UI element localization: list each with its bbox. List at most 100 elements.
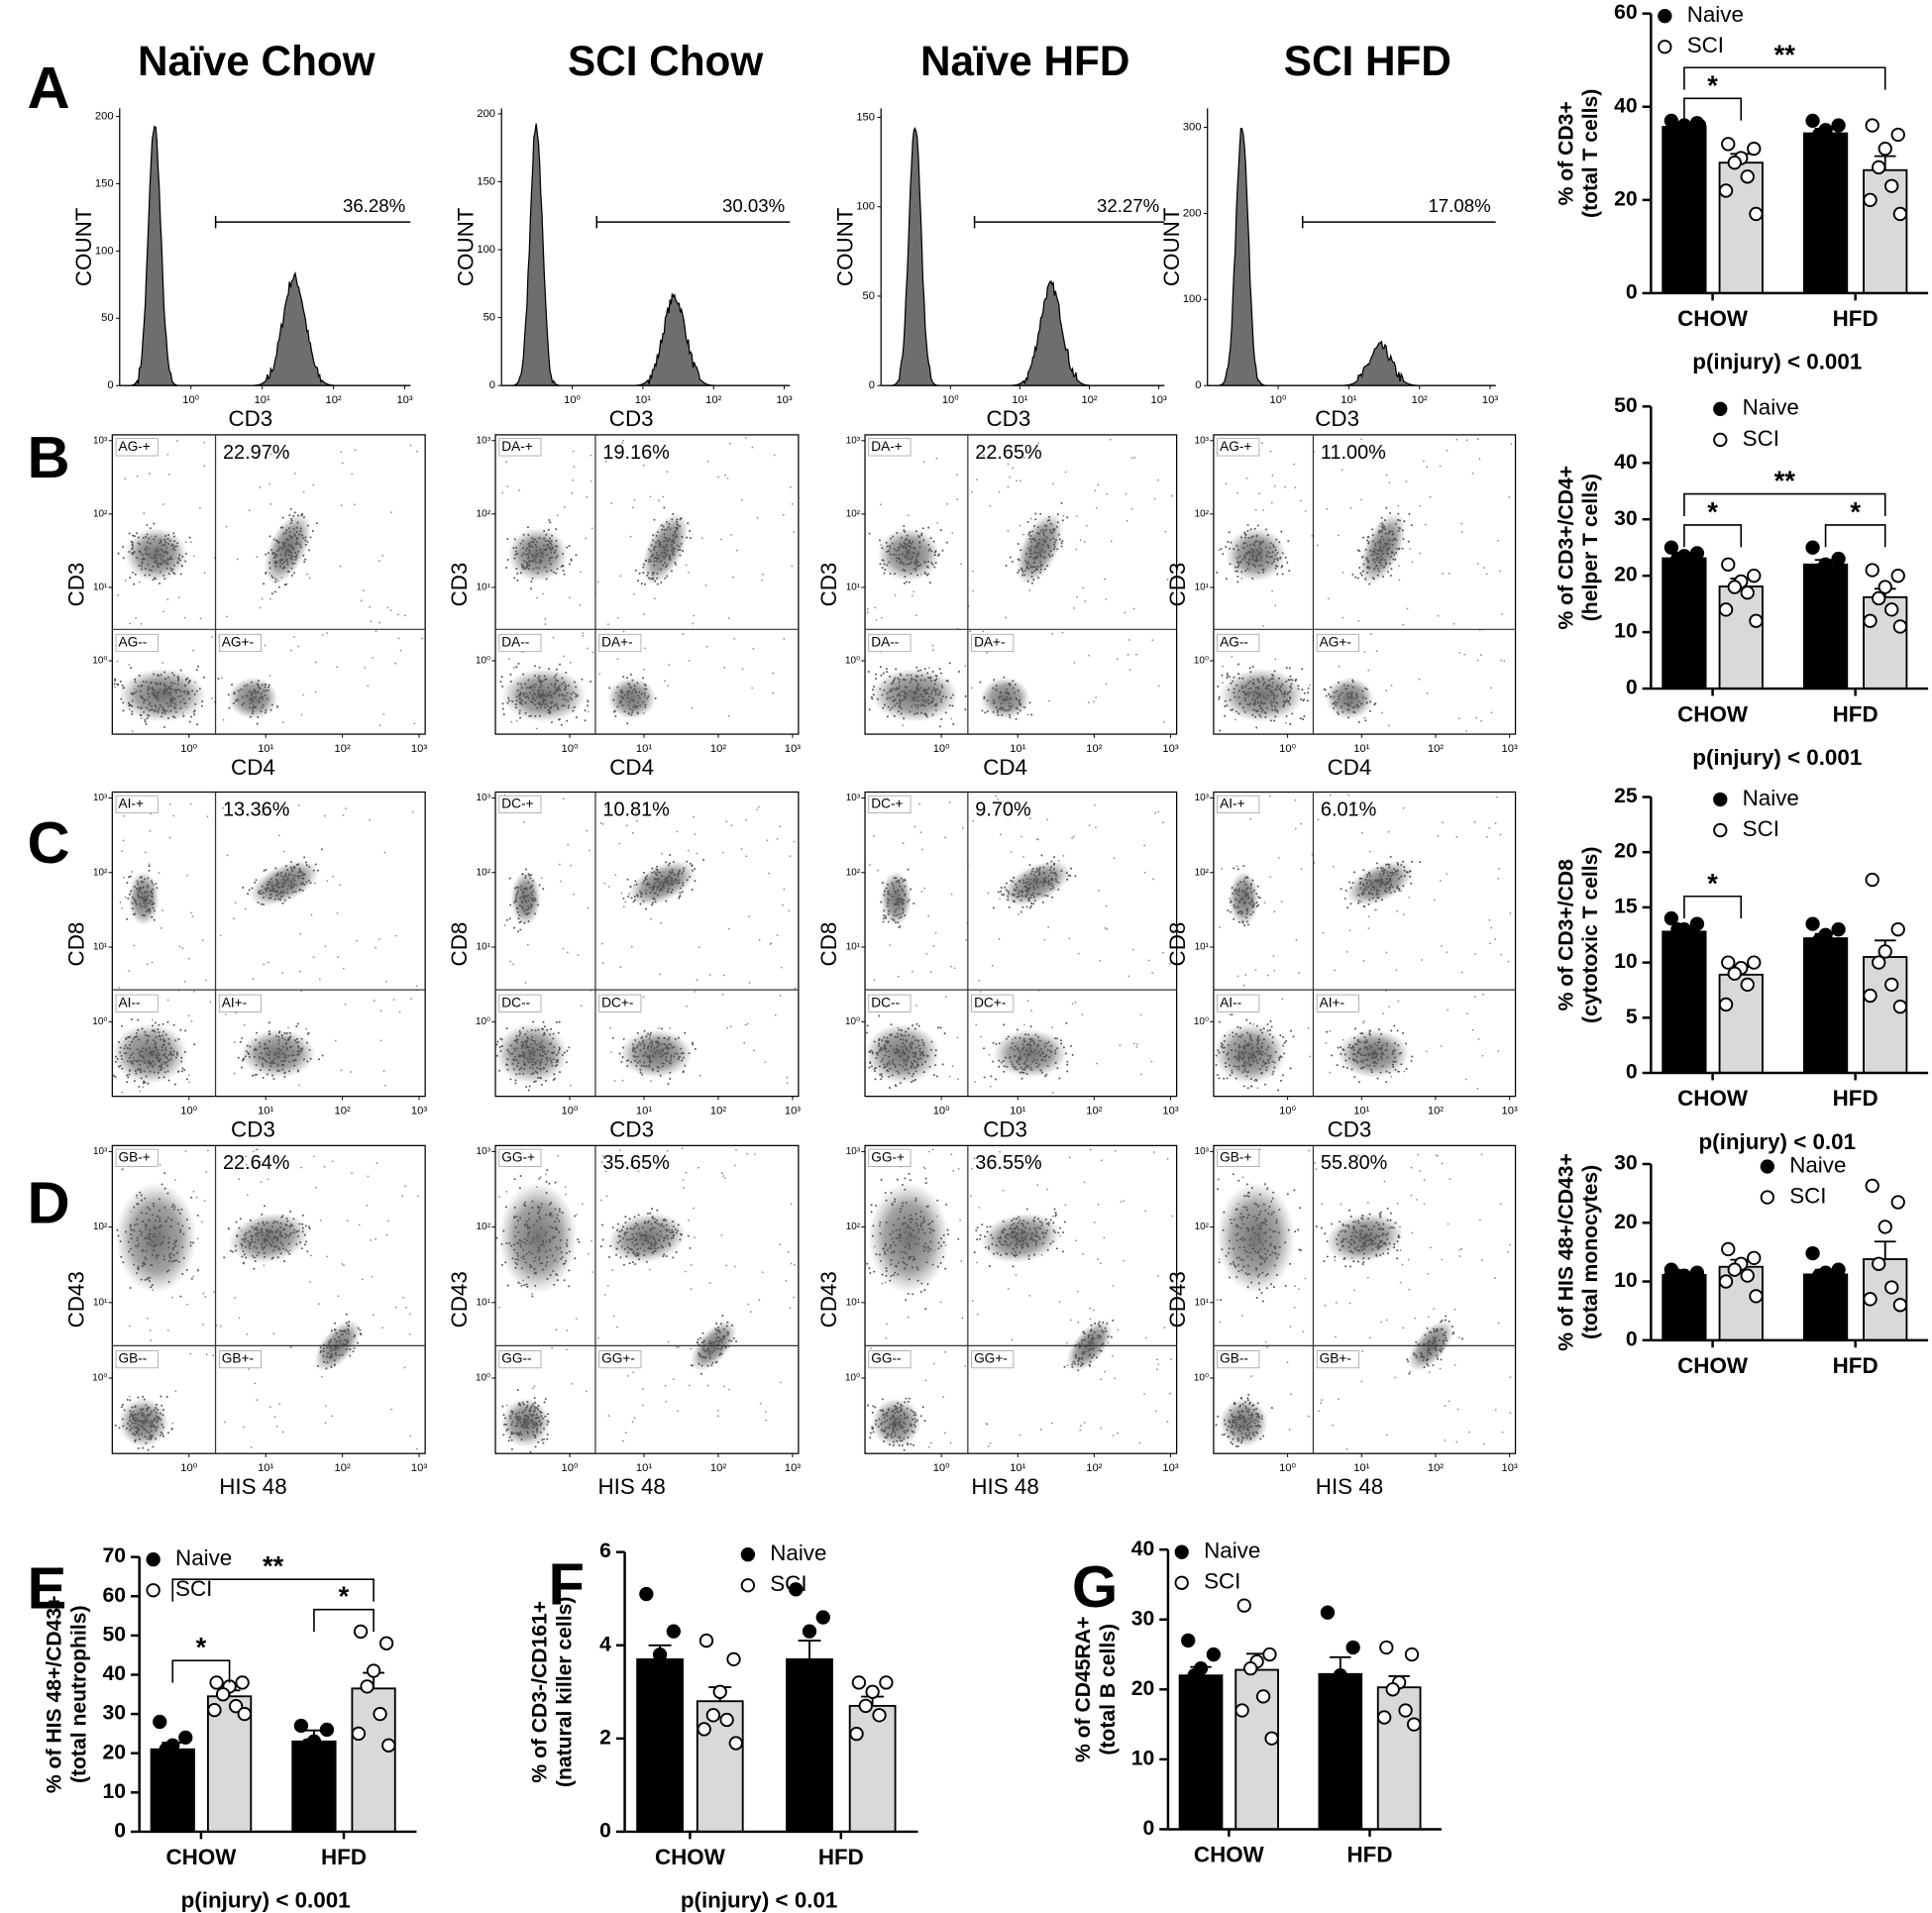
cell-dot	[668, 522, 671, 525]
cell-dot	[669, 528, 672, 531]
cell-dot	[1257, 572, 1260, 575]
cell-dot	[668, 664, 671, 666]
cell-dot	[911, 678, 913, 681]
cell-dot	[303, 560, 306, 563]
cell-dot	[552, 636, 555, 639]
cell-dot	[636, 682, 639, 685]
cell-dot	[281, 1045, 284, 1048]
cell-dot	[139, 1054, 142, 1057]
cell-dot	[283, 1053, 286, 1056]
cell-dot	[544, 1052, 547, 1055]
cell-dot	[648, 1054, 651, 1057]
cell-dot	[564, 689, 567, 691]
cell-dot	[752, 647, 755, 650]
cell-dot	[916, 555, 919, 558]
cell-dot	[530, 1043, 533, 1046]
cell-dot	[902, 678, 905, 681]
cell-dot	[169, 704, 172, 707]
cell-dot	[183, 980, 186, 983]
cell-dot	[297, 1041, 300, 1044]
cell-dot	[691, 888, 694, 891]
cell-dot	[660, 552, 663, 555]
cell-dot	[145, 898, 148, 901]
cell-dot	[1227, 689, 1230, 691]
cell-dot	[599, 821, 602, 824]
cell-dot	[152, 557, 155, 560]
cell-dot	[176, 679, 179, 682]
cell-dot	[630, 945, 633, 948]
cell-dot	[964, 665, 967, 668]
cell-dot	[1252, 708, 1255, 711]
histogram-shape	[881, 126, 1165, 386]
cell-dot	[620, 892, 623, 895]
cell-dot	[550, 539, 553, 542]
cell-dot	[308, 577, 311, 580]
cell-dot	[524, 888, 527, 891]
cell-dot	[905, 581, 908, 584]
cell-dot	[268, 1061, 270, 1064]
cell-dot	[159, 1034, 161, 1037]
cell-dot	[1325, 694, 1328, 697]
gate-percent: 13.36%	[223, 798, 289, 820]
cell-dot	[389, 609, 392, 611]
cell-dot	[303, 873, 306, 876]
cell-dot	[297, 877, 300, 880]
cell-dot	[521, 1043, 524, 1046]
cell-dot	[1276, 573, 1279, 576]
cell-dot	[1274, 546, 1277, 549]
cell-dot	[183, 1050, 186, 1053]
cell-dot	[179, 700, 182, 703]
cell-dot	[1362, 536, 1364, 539]
cell-dot	[1426, 466, 1429, 469]
cell-dot	[1235, 557, 1238, 560]
cell-dot	[293, 879, 296, 882]
cell-dot	[1036, 565, 1039, 568]
cell-dot	[193, 709, 196, 712]
y-tick-label: 10³	[93, 435, 108, 446]
cell-dot	[161, 711, 164, 714]
cell-dot	[538, 1045, 541, 1048]
cell-dot	[169, 556, 172, 559]
cell-dot	[1379, 561, 1382, 564]
cell-dot	[339, 884, 342, 887]
cell-dot	[1299, 717, 1302, 720]
quadrant-label-box	[115, 438, 159, 457]
cell-dot	[163, 538, 166, 541]
cell-dot	[275, 894, 278, 897]
cell-dot	[1233, 676, 1235, 679]
cell-dot	[908, 552, 911, 555]
cell-dot	[762, 574, 764, 576]
cell-dot	[733, 637, 736, 640]
cell-dot	[682, 869, 685, 872]
cell-dot	[897, 546, 900, 549]
cell-dot	[527, 697, 530, 700]
cell-dot	[273, 562, 276, 565]
cell-dot	[252, 978, 255, 981]
cell-dot	[279, 899, 282, 902]
cell-dot	[288, 530, 291, 533]
cell-dot	[306, 540, 309, 543]
cell-dot	[667, 883, 670, 886]
cell-dot	[1038, 868, 1041, 871]
cell-dot	[544, 547, 547, 550]
cell-dot	[558, 1047, 561, 1050]
cell-dot	[898, 692, 901, 695]
cell-dot	[550, 721, 553, 724]
cell-dot	[256, 1031, 259, 1034]
cell-dot	[121, 1091, 124, 1094]
cell-dot	[1060, 545, 1063, 548]
cell-dot	[627, 895, 630, 898]
cell-dot	[270, 703, 273, 706]
cell-dot	[1283, 691, 1286, 693]
cell-dot	[293, 562, 296, 565]
cell-dot	[1015, 717, 1018, 720]
cell-dot	[144, 568, 147, 571]
cell-dot	[514, 550, 517, 553]
cell-dot	[1377, 570, 1380, 573]
cell-dot	[133, 886, 136, 888]
cell-dot	[165, 1064, 168, 1067]
cell-dot	[143, 536, 146, 539]
cell-dot	[894, 573, 897, 576]
cell-dot	[1384, 559, 1386, 562]
cell-dot	[533, 897, 536, 900]
